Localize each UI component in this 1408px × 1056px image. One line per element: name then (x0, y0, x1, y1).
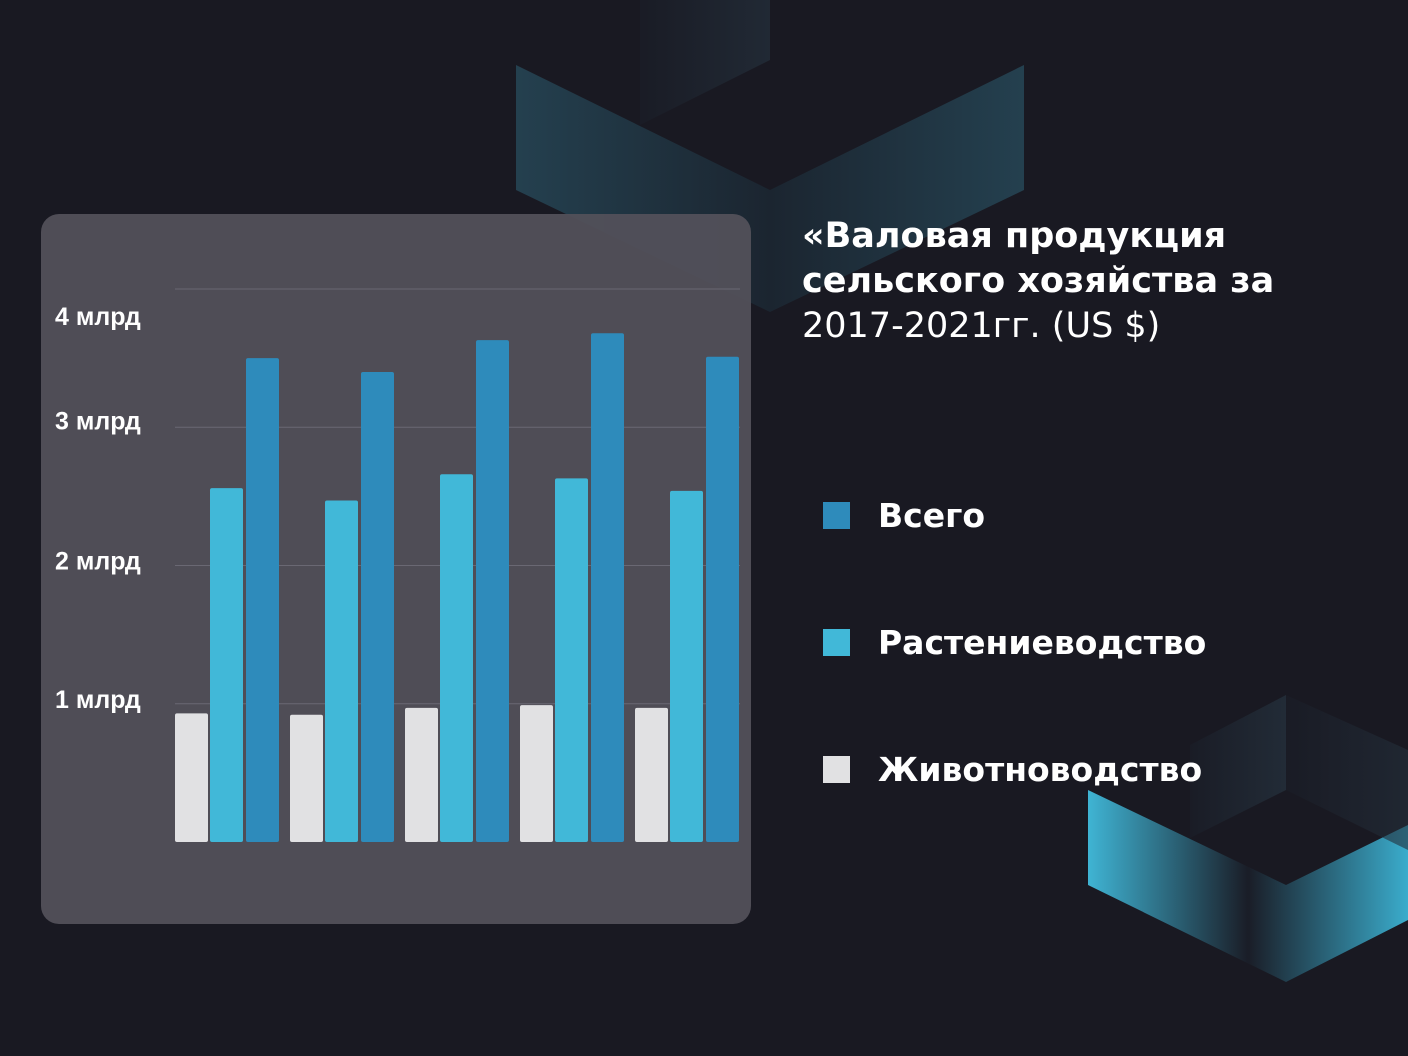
legend-label: Всего (878, 495, 986, 535)
bar (405, 707, 438, 842)
legend-swatch (823, 501, 850, 529)
bar (670, 490, 703, 842)
legend-swatch (823, 755, 850, 783)
chart-title: «Валовая продукция сельского хозяйства з… (802, 214, 1362, 349)
legend-item-crops: Растениеводство (823, 617, 1206, 667)
title-line-1: «Валовая продукция (802, 216, 1227, 256)
y-tick-label: 1 млрд (55, 686, 141, 714)
bar (476, 340, 509, 842)
legend-swatch (823, 628, 850, 656)
legend-label: Растениеводство (878, 622, 1207, 662)
y-tick-label: 3 млрд (55, 407, 141, 435)
bar (246, 358, 279, 842)
legend-item-total: Всего (823, 490, 1206, 540)
legend-label: Животноводство (878, 749, 1203, 789)
y-tick-label: 4 млрд (55, 303, 141, 331)
bar (591, 333, 624, 842)
bar (325, 500, 358, 842)
bar (440, 474, 473, 842)
bar (210, 488, 243, 842)
y-tick-label: 2 млрд (55, 548, 141, 576)
bar (555, 478, 588, 842)
bar (361, 371, 394, 842)
legend: Всего Растениеводство Животноводство (823, 490, 1206, 871)
legend-item-livestock: Животноводство (823, 744, 1206, 794)
title-line-2: сельского хозяйства за (802, 261, 1275, 301)
bar (706, 356, 739, 842)
chart-panel (41, 214, 751, 924)
title-line-3: 2017-2021гг. (US $) (802, 306, 1161, 346)
decor-shape-bottom (1088, 790, 1408, 982)
bar (520, 705, 553, 842)
bar (290, 714, 323, 842)
bar (175, 713, 208, 842)
bar (635, 707, 668, 842)
